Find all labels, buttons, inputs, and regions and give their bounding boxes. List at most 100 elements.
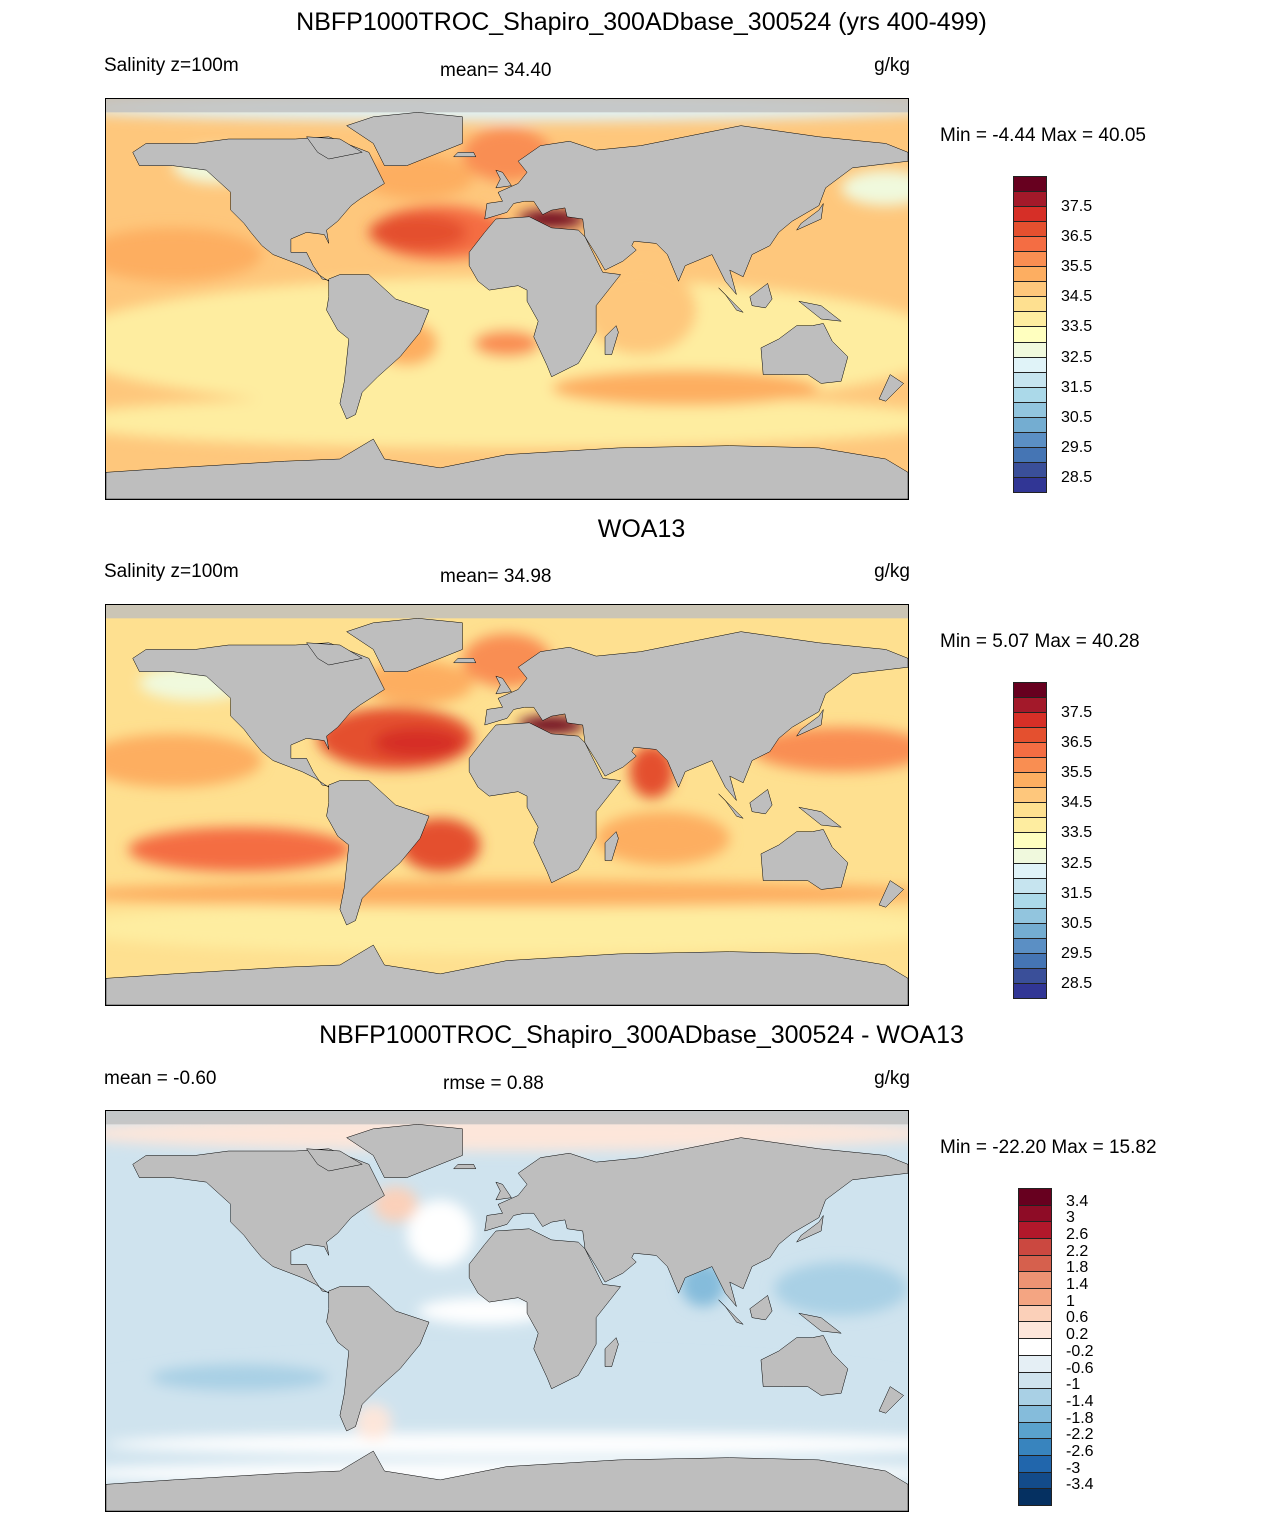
sea-ice: [106, 605, 908, 619]
land-mass: [347, 618, 463, 671]
land-mass: [327, 781, 429, 925]
colorbar-box: [1013, 311, 1047, 328]
units-label: g/kg: [874, 1068, 910, 1089]
colorbar-box: [1013, 697, 1047, 714]
colorbar-box: [1018, 1204, 1052, 1223]
colorbar-box: [1013, 416, 1047, 433]
salinity-contour: [373, 727, 463, 759]
colorbar-tick-label: 33.5: [1061, 824, 1093, 842]
colorbar-box: [1013, 476, 1047, 493]
land-mass: [799, 301, 841, 321]
salinity-contour: [106, 733, 262, 788]
colorbar-box: [1013, 461, 1047, 478]
land-mass: [750, 1295, 772, 1319]
salinity-contour: [473, 330, 541, 357]
salinity-contour: [417, 1297, 552, 1325]
colorbar-box: [1013, 371, 1047, 388]
salinity-contour: [752, 727, 908, 772]
colorbar-tick-label: -1.8: [1066, 1409, 1094, 1427]
colorbar-box: [1013, 176, 1047, 193]
colorbar-box: [1018, 1254, 1052, 1273]
land-mass: [327, 275, 429, 419]
colorbar-tick-label: 2.6: [1066, 1226, 1089, 1244]
colorbar-box: [1013, 712, 1047, 729]
land-mass: [879, 881, 904, 908]
land-mass: [719, 794, 744, 818]
salinity-contour: [106, 1433, 908, 1456]
colorbar-tick-label: 30.5: [1061, 408, 1093, 426]
min-max-label: Min = 5.07 Max = 40.28: [940, 631, 1140, 652]
land-mass: [496, 676, 512, 694]
sea-ice: [106, 99, 908, 113]
colorbar-box: [1018, 1404, 1052, 1423]
colorbar-box: [1018, 1354, 1052, 1373]
min-max-label: Min = -4.44 Max = 40.05: [940, 125, 1146, 146]
land-mass: [605, 326, 618, 355]
colorbar-tick-label: 3.4: [1066, 1192, 1089, 1210]
panel-title: NBFP1000TROC_Shapiro_300ADbase_300524 - …: [319, 1021, 964, 1049]
colorbar-tick-label: 31.5: [1061, 884, 1093, 902]
units-label: g/kg: [874, 561, 910, 582]
colorbar-box: [1018, 1271, 1052, 1290]
land-mass: [327, 1287, 429, 1431]
panel-left-label: mean = -0.60: [104, 1068, 217, 1089]
land-mass: [797, 203, 824, 230]
colorbar-box: [1013, 251, 1047, 268]
land-mass: [496, 170, 512, 188]
land-mass: [307, 1149, 363, 1171]
salinity-contour: [355, 1404, 392, 1440]
colorbar-tick-label: 0.2: [1066, 1326, 1089, 1344]
panel-left-label: Salinity z=100m: [104, 55, 239, 76]
colorbar-tick-label: 35.5: [1061, 764, 1093, 782]
units-label: g/kg: [874, 55, 910, 76]
land-mass: [347, 112, 463, 165]
colorbar-box: [1013, 757, 1047, 774]
colorbar-box: [1013, 296, 1047, 313]
land-mass: [750, 789, 772, 813]
colorbar-tick-label: -3.4: [1066, 1476, 1094, 1494]
land-mass: [719, 288, 744, 312]
colorbar-tick-label: 32.5: [1061, 854, 1093, 872]
land-mass: [879, 1387, 904, 1414]
land-mass: [454, 152, 476, 156]
colorbar-box: [1013, 787, 1047, 804]
colorbar-box: [1013, 281, 1047, 298]
colorbar-tick-label: 0.6: [1066, 1309, 1089, 1327]
colorbar-box: [1018, 1388, 1052, 1406]
land-mass: [797, 709, 824, 736]
salinity-map: [105, 604, 909, 1006]
colorbar-box: [1013, 236, 1047, 253]
colorbar-box: [1018, 1421, 1052, 1440]
colorbar-tick-label: 37.5: [1061, 704, 1093, 722]
salinity-contour: [629, 745, 675, 799]
salinity-contour: [551, 370, 819, 406]
colorbar-tick-label: 1: [1066, 1292, 1075, 1310]
salinity-contour: [106, 394, 908, 448]
land-mass: [454, 658, 476, 662]
colorbar-box: [1013, 907, 1047, 924]
colorbar-box: [1013, 341, 1047, 358]
colorbar-box: [1018, 1288, 1052, 1306]
panel-center-label: mean= 34.98: [440, 566, 552, 587]
colorbar-tick-label: -0.2: [1066, 1342, 1094, 1360]
min-max-label: Min = -22.20 Max = 15.82: [940, 1137, 1157, 1158]
salinity-contour: [150, 1364, 329, 1391]
colorbar-box: [1018, 1471, 1052, 1490]
salinity-contour: [106, 1115, 908, 1151]
colorbar-box: [1013, 326, 1047, 343]
colorbar-tick-label: 1.4: [1066, 1276, 1089, 1294]
land-mass: [485, 1138, 908, 1307]
land-mass: [719, 1300, 744, 1324]
land-mass: [106, 439, 908, 499]
land-mass: [750, 283, 772, 307]
salinity-contour: [406, 1199, 474, 1267]
colorbar-box: [1013, 877, 1047, 894]
colorbar-tick-label: 2.2: [1066, 1242, 1089, 1260]
colorbar-tick-label: -0.6: [1066, 1359, 1094, 1377]
panel-center-label: mean= 34.40: [440, 60, 552, 81]
colorbar-box: [1013, 446, 1047, 463]
colorbar-box: [1013, 431, 1047, 448]
colorbar-box: [1018, 1188, 1052, 1206]
colorbar-box: [1013, 191, 1047, 208]
